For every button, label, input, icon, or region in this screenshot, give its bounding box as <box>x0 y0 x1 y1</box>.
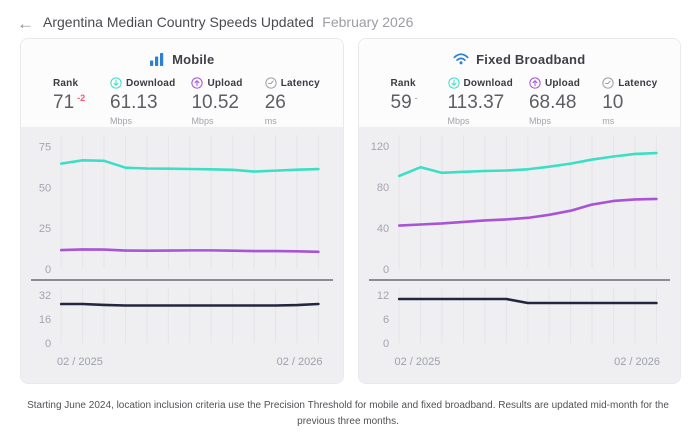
stat-label: Upload <box>207 77 243 89</box>
svg-text:6: 6 <box>382 314 388 326</box>
svg-text:0: 0 <box>382 264 388 276</box>
svg-text:50: 50 <box>39 182 51 194</box>
mobile-stats-row: Rank 71 -2 Download 61.13 Mbps <box>21 76 343 126</box>
svg-text:0: 0 <box>45 264 51 276</box>
fixed-stats-row: Rank 59- Download 113.37 Mbps <box>359 76 681 126</box>
panels-row: Mobile Rank 71 -2 Download 61.13 Mbps <box>0 36 696 384</box>
fixed-upload-value: 68.48 <box>528 92 577 113</box>
mobile-upload-value: 10.52 <box>191 92 239 113</box>
chart-divider <box>31 279 333 281</box>
fixed-x-axis: 02 / 2025 02 / 2026 <box>358 353 680 383</box>
footer-note: Starting June 2024, location inclusion c… <box>27 400 669 427</box>
fixed-rank-stat: Rank 59- <box>391 76 448 126</box>
stat-unit: ms <box>602 115 615 126</box>
chart-divider <box>368 279 670 281</box>
mobile-upload-stat: Upload 10.52 Mbps <box>191 76 264 126</box>
stat-label: Latency <box>618 77 658 89</box>
mobile-download-value: 61.13 <box>110 92 158 113</box>
x-axis-end-label: 02 / 2026 <box>276 356 323 368</box>
wifi-icon <box>453 53 469 65</box>
stat-label: Latency <box>280 77 320 89</box>
svg-text:32: 32 <box>39 290 51 302</box>
fixed-rank-value: 59- <box>390 92 418 113</box>
svg-text:0: 0 <box>382 338 388 350</box>
fixed-broadband-panel: Fixed Broadband Rank 59- Download 113.37… <box>357 38 681 384</box>
stat-unit: ms <box>264 115 277 126</box>
page-header: ← Argentina Median Country Speeds Update… <box>0 0 696 36</box>
page-title: Argentina Median Country Speeds Updated <box>43 14 314 30</box>
stat-label: Rank <box>53 77 79 89</box>
svg-text:75: 75 <box>39 141 51 153</box>
stat-label: Rank <box>390 77 416 89</box>
stat-unit: Mbps <box>191 115 214 126</box>
mobile-download-stat: Download 61.13 Mbps <box>110 76 191 126</box>
fixed-download-value: 113.37 <box>447 92 505 113</box>
mobile-rank-value: 71 -2 <box>53 92 86 113</box>
fixed-latency-chart: 0 6 12 <box>376 289 658 350</box>
svg-text:12: 12 <box>376 290 388 302</box>
mobile-latency-stat: Latency 26 ms <box>265 76 325 126</box>
svg-text:25: 25 <box>39 223 51 235</box>
gauge-circle-icon <box>602 77 614 89</box>
fixed-download-stat: Download 113.37 Mbps <box>448 76 529 126</box>
fixed-panel-header: Fixed Broadband Rank 59- Download 113.37… <box>358 39 681 127</box>
gauge-circle-icon <box>265 77 277 89</box>
upload-circle-icon <box>529 77 541 89</box>
mobile-latency-chart: 0 16 32 <box>39 289 320 350</box>
svg-text:0: 0 <box>45 338 51 350</box>
stat-unit: Mbps <box>528 115 551 126</box>
page-date: February 2026 <box>322 14 414 30</box>
svg-text:16: 16 <box>39 314 51 326</box>
back-arrow-icon[interactable]: ← <box>17 13 34 33</box>
stat-label: Download <box>463 77 513 89</box>
mobile-rank-stat: Rank 71 -2 <box>53 76 110 126</box>
svg-text:120: 120 <box>370 141 388 153</box>
rank-change-badge: - <box>414 92 418 103</box>
svg-text:40: 40 <box>376 223 388 235</box>
fixed-panel-title: Fixed Broadband <box>476 51 586 67</box>
mobile-panel: Mobile Rank 71 -2 Download 61.13 Mbps <box>20 38 344 384</box>
stat-label: Upload <box>544 77 581 89</box>
download-circle-icon <box>110 77 122 89</box>
mobile-speed-chart: 0 25 50 75 <box>39 135 320 276</box>
mobile-x-axis: 02 / 2025 02 / 2026 <box>21 353 343 383</box>
x-axis-start-label: 02 / 2025 <box>394 356 441 368</box>
stat-unit: Mbps <box>447 115 470 126</box>
fixed-upload-stat: Upload 68.48 Mbps <box>529 76 602 126</box>
stat-unit: Mbps <box>110 115 133 126</box>
fixed-charts: 0 40 80 120 0 6 12 02 / 2025 02 / 2026 <box>358 127 680 383</box>
stat-label: Download <box>126 77 176 89</box>
mobile-panel-header: Mobile Rank 71 -2 Download 61.13 Mbps <box>21 39 343 127</box>
mobile-panel-title: Mobile <box>172 51 215 67</box>
fixed-speed-chart: 0 40 80 120 <box>370 135 658 276</box>
x-axis-start-label: 02 / 2025 <box>57 356 103 368</box>
upload-circle-icon <box>191 77 204 89</box>
mobile-latency-value: 26 <box>264 92 286 113</box>
signal-bars-icon <box>150 53 164 66</box>
mobile-charts: 0 25 50 75 0 16 32 02 / 2025 02 / 2026 <box>21 127 343 383</box>
x-axis-end-label: 02 / 2026 <box>614 356 660 368</box>
download-circle-icon <box>447 77 460 89</box>
svg-text:80: 80 <box>376 182 388 194</box>
fixed-latency-stat: Latency 10 ms <box>602 76 662 126</box>
rank-change-badge: -2 <box>77 92 86 103</box>
fixed-latency-value: 10 <box>602 92 624 113</box>
